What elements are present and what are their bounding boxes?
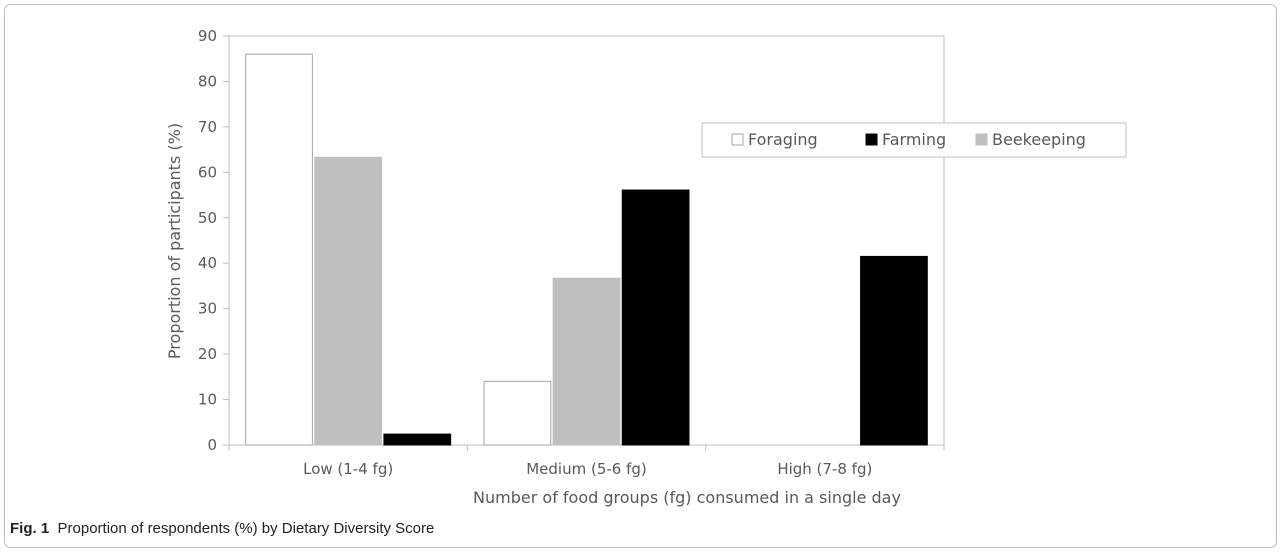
y-axis: 0 10 20 30 40 50 60 70 80 90 (198, 27, 229, 454)
y-tick-label: 0 (207, 436, 217, 454)
x-axis: Low (1-4 fg) Medium (5-6 fg) High (7-8 fg) (228, 445, 945, 478)
y-tick-label: 10 (198, 391, 217, 409)
y-tick-label: 80 (198, 72, 217, 90)
x-tick-label: High (7-8 fg) (777, 460, 872, 478)
y-tick-label: 70 (198, 118, 217, 136)
bar-beekeeping-1 (552, 277, 621, 446)
bar-farming-0 (383, 433, 452, 446)
y-tick-label: 20 (198, 345, 217, 363)
legend-label-farming: Farming (882, 130, 946, 149)
bars (245, 53, 928, 446)
x-axis-label: Number of food groups (fg) consumed in a… (473, 488, 901, 507)
legend-swatch-beekeeping (975, 133, 988, 146)
y-tick-label: 60 (198, 163, 217, 181)
x-tick-label: Low (1-4 fg) (303, 460, 393, 478)
bar-farming-2 (860, 255, 928, 446)
y-axis-label: Proportion of participants (%) (165, 123, 184, 359)
y-tick-label: 40 (198, 254, 217, 272)
y-tick-label: 90 (198, 27, 217, 45)
bar-foraging-1 (483, 380, 552, 446)
legend-label-foraging: Foraging (748, 130, 818, 149)
x-tick-label: Medium (5-6 fg) (526, 460, 647, 478)
legend-label-beekeeping: Beekeeping (992, 130, 1086, 149)
legend-swatch-foraging (731, 133, 744, 146)
bar-beekeeping-0 (314, 156, 383, 446)
caption-label: Fig. 1 (10, 520, 50, 537)
legend: Foraging Farming Beekeeping (701, 122, 1127, 158)
bar-foraging-0 (245, 53, 313, 446)
legend-swatch-farming (865, 133, 878, 146)
figure-frame (4, 4, 1277, 548)
bar-farming-1 (621, 189, 690, 446)
y-tick-label: 50 (198, 209, 217, 227)
y-tick-label: 30 (198, 300, 217, 318)
caption-text: Proportion of respondents (%) by Dietary… (57, 520, 435, 537)
legend-box (701, 122, 1127, 158)
figure-caption: Fig. 1 Proportion of respondents (%) by … (10, 520, 434, 537)
